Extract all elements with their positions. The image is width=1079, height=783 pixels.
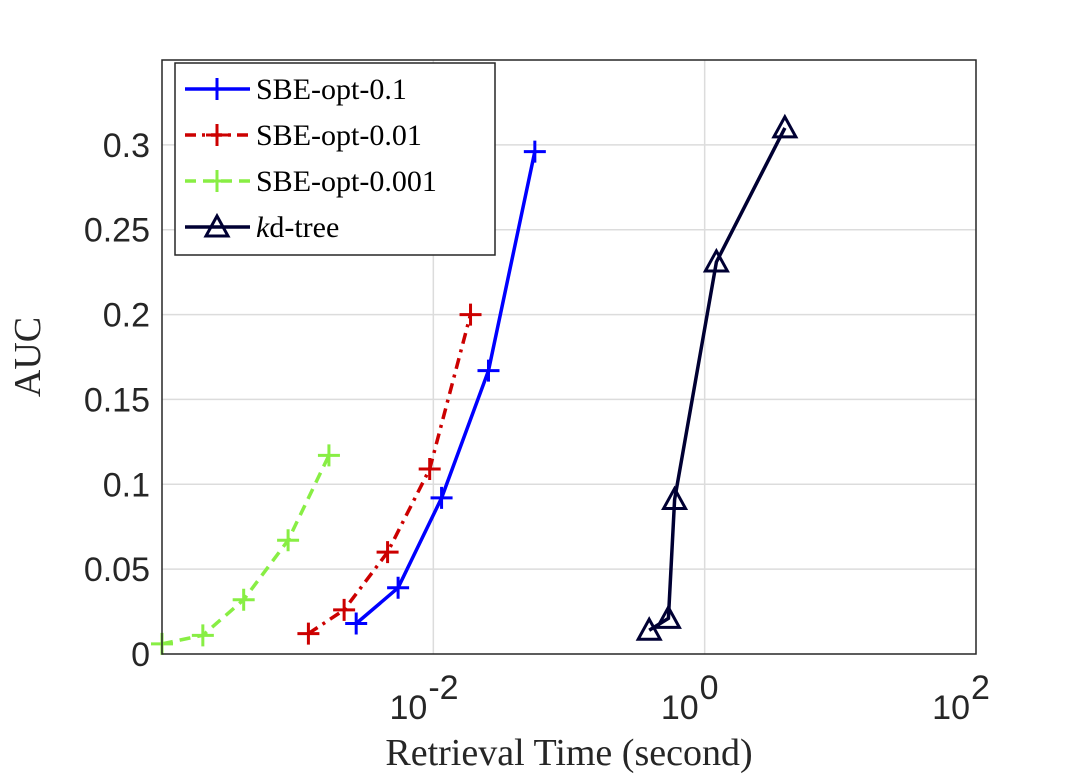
y-tick-label: 0.1 [103,466,150,504]
plot-box [161,59,977,655]
data-point [345,612,368,635]
data-point [297,622,320,645]
data-point [191,624,214,647]
legend-label: SBE-opt-0.1 [256,73,407,106]
data-point [459,303,482,326]
series-line [648,127,787,632]
data-point [635,616,663,641]
series-group [151,113,799,655]
x-tick-label: 100 [661,669,719,727]
x-tick-base: 10 [932,689,970,727]
legend-marker [206,124,228,146]
data-point [477,359,500,382]
legend-marker [206,170,228,192]
y-tick-label: 0.25 [84,212,150,250]
x-tick-exponent: 2 [971,669,990,707]
legend-label: SBE-opt-0.01 [256,119,422,152]
grid [162,60,976,654]
x-axis-title: Retrieval Time (second) [385,732,752,774]
y-tick-label: 0.2 [103,297,150,335]
data-point [523,140,546,163]
legend-box [174,62,496,256]
x-tick-exponent: -2 [428,669,458,707]
y-tick-label: 0.15 [84,381,150,419]
legend-label: kd-tree [256,211,339,244]
legend-item: SBE-opt-0.1 [185,73,407,106]
data-point [654,604,682,629]
x-tick-base: 10 [661,689,699,727]
data-point [771,113,799,139]
legend-marker [206,78,228,100]
series-kd-tree [635,113,799,641]
series-SBE-opt-0.01 [297,303,482,645]
x-tick-label: 102 [932,669,990,727]
legend-item: SBE-opt-0.001 [185,165,437,198]
legend: SBE-opt-0.1 SBE-opt-0.01 SBE-opt-0.001 kd-t… [174,62,496,256]
series-line [307,314,473,636]
data-point [376,541,399,564]
legend-item: kd-tree [185,211,339,244]
y-tick-label: 0.3 [103,127,150,165]
y-tick-label: 0 [131,636,150,674]
y-tick-label: 0.05 [84,551,150,589]
data-point [661,485,689,511]
data-point [702,247,730,273]
legend-marker [203,212,231,238]
data-point [430,486,453,509]
legend-label: SBE-opt-0.001 [256,165,437,198]
series-SBE-opt-0.001 [151,444,340,655]
legend-item: SBE-opt-0.01 [185,119,422,152]
x-tick-base: 10 [390,689,428,727]
data-point [277,529,300,552]
data-point [317,444,340,467]
x-tick-label: 10-2 [390,669,459,727]
data-point [387,576,410,599]
y-tick-labels: 0 0.05 0.1 0.15 0.2 0.25 0.3 [84,127,150,674]
series-SBE-opt-0.1 [345,140,546,635]
data-point [418,458,441,481]
x-tick-exponent: 0 [700,669,719,707]
y-axis-title: AUC [7,317,49,397]
data-point [333,598,356,621]
data-point [232,588,255,611]
